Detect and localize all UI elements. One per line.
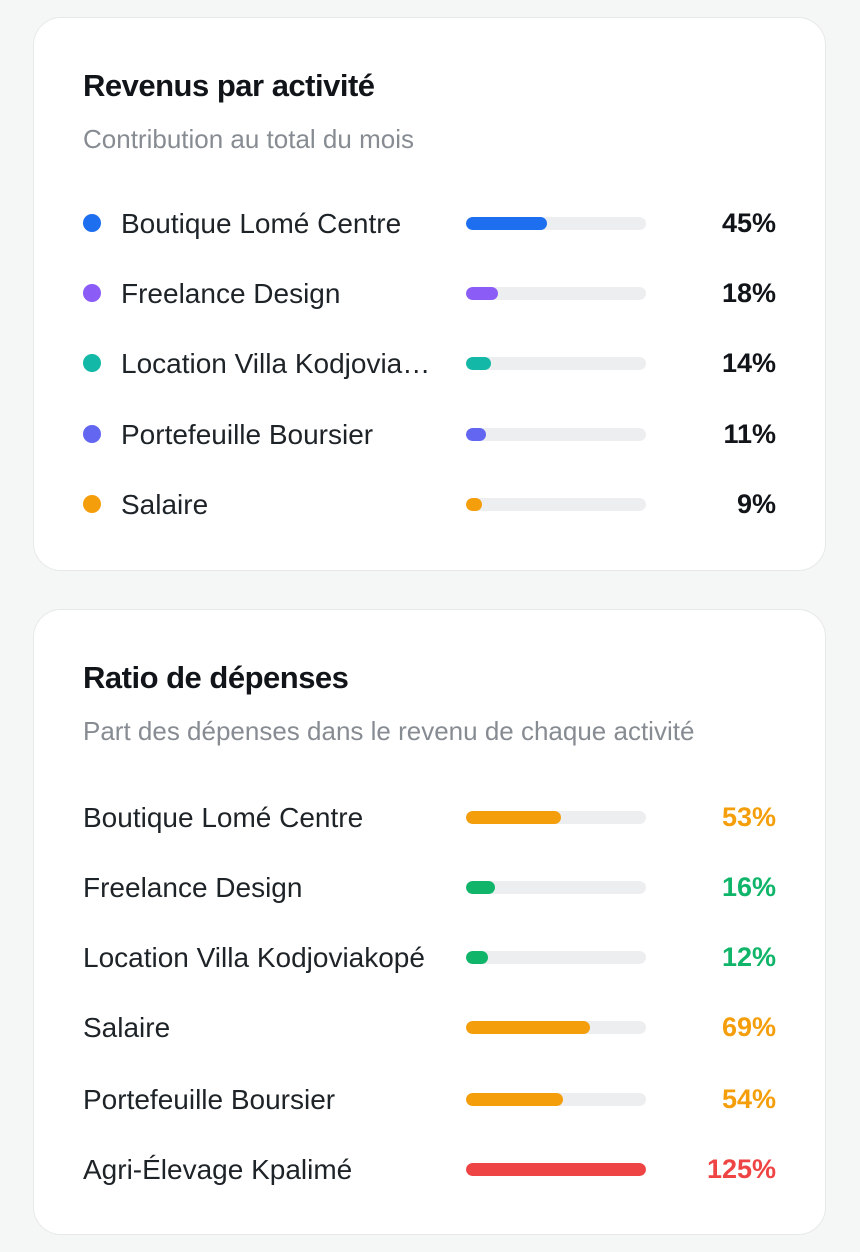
expense-row[interactable]: Boutique Lomé Centre 53%: [34, 797, 825, 837]
progress-fill: [466, 811, 562, 824]
progress-track: [466, 1021, 646, 1034]
activity-label: Location Villa Kodjoviakopé: [83, 942, 425, 973]
progress-track: [466, 811, 646, 824]
percent-value: 69%: [721, 1012, 776, 1042]
progress-track: [466, 951, 646, 964]
activity-row[interactable]: Boutique Lomé Centre 45%: [34, 203, 825, 243]
percent-value: 16%: [721, 872, 776, 902]
progress-track: [466, 428, 646, 441]
activity-row[interactable]: Portefeuille Boursier 11%: [34, 414, 825, 454]
activity-row[interactable]: Salaire 9%: [34, 484, 825, 524]
color-dot-icon: [83, 284, 101, 302]
activity-label: Freelance Design: [121, 278, 341, 309]
progress-fill: [466, 498, 483, 511]
activity-label: Boutique Lomé Centre: [121, 208, 402, 239]
activity-label: Portefeuille Boursier: [83, 1084, 336, 1115]
progress-track: [466, 287, 646, 300]
progress-track: [466, 357, 646, 370]
progress-fill: [466, 357, 492, 370]
activity-label: Salaire: [83, 1012, 171, 1043]
revenue-by-activity-card: Revenus par activité Contribution au tot…: [33, 17, 826, 571]
percent-value: 53%: [721, 802, 776, 832]
progress-fill: [466, 428, 486, 441]
activity-label: Salaire: [121, 489, 209, 520]
color-dot-icon: [83, 214, 101, 232]
progress-track: [466, 1163, 646, 1176]
activity-row[interactable]: Location Villa Kodjoviakopé 14%: [34, 343, 825, 383]
expense-row[interactable]: Freelance Design 16%: [34, 867, 825, 907]
percent-value: 14%: [721, 348, 776, 378]
expense-row[interactable]: Portefeuille Boursier 54%: [34, 1079, 825, 1119]
card-title: Ratio de dépenses: [83, 660, 349, 695]
expense-row[interactable]: Agri-Élevage Kpalimé 125%: [34, 1149, 825, 1189]
activity-label: Agri-Élevage Kpalimé: [83, 1154, 353, 1185]
percent-value: 9%: [736, 489, 776, 519]
percent-value: 45%: [721, 208, 776, 238]
expense-row[interactable]: Location Villa Kodjoviakopé 12%: [34, 937, 825, 977]
color-dot-icon: [83, 354, 101, 372]
activity-label: Portefeuille Boursier: [121, 419, 374, 450]
progress-fill: [466, 1021, 591, 1034]
expense-ratio-card: Ratio de dépenses Part des dépenses dans…: [33, 609, 826, 1235]
progress-fill: [466, 1093, 564, 1106]
activity-label: Boutique Lomé Centre: [83, 802, 364, 833]
progress-fill: [466, 287, 499, 300]
activity-label: Location Villa Kodjoviakopé: [121, 348, 436, 379]
progress-track: [466, 881, 646, 894]
expense-row[interactable]: Salaire 69%: [34, 1007, 825, 1047]
progress-fill: [466, 881, 495, 894]
card-title: Revenus par activité: [83, 68, 375, 103]
progress-fill: [466, 951, 488, 964]
color-dot-icon: [83, 495, 101, 513]
progress-track: [466, 217, 646, 230]
percent-value: 18%: [721, 278, 776, 308]
progress-track: [466, 498, 646, 511]
progress-fill: [466, 1163, 646, 1176]
activity-row[interactable]: Freelance Design 18%: [34, 273, 825, 313]
percent-value: 125%: [706, 1154, 776, 1184]
progress-track: [466, 1093, 646, 1106]
card-subtitle: Contribution au total du mois: [83, 124, 414, 154]
progress-fill: [466, 217, 547, 230]
percent-value: 11%: [723, 419, 776, 449]
card-subtitle: Part des dépenses dans le revenu de chaq…: [83, 716, 695, 746]
color-dot-icon: [83, 425, 101, 443]
activity-label: Freelance Design: [83, 872, 303, 903]
percent-value: 12%: [721, 942, 776, 972]
percent-value: 54%: [721, 1084, 776, 1114]
